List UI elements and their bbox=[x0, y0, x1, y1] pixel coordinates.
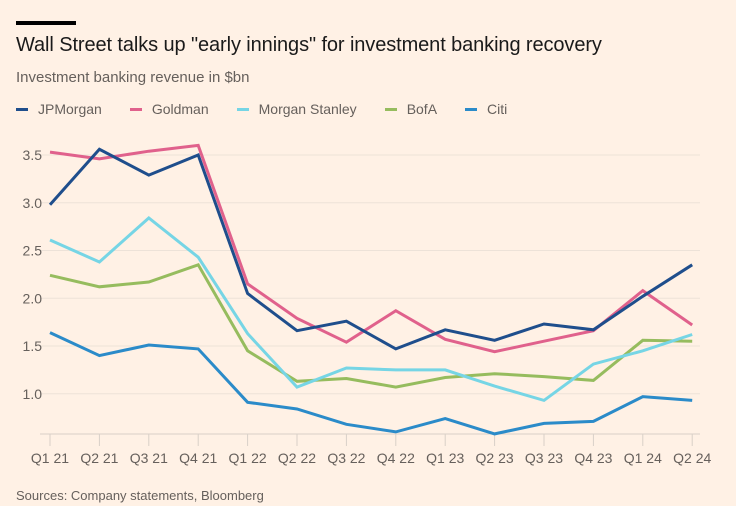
x-tick-label: Q1 24 bbox=[624, 450, 662, 466]
x-tick-label: Q4 21 bbox=[179, 450, 217, 466]
legend-swatch-morgan-stanley bbox=[236, 107, 249, 111]
x-tick-label: Q1 23 bbox=[426, 450, 464, 466]
y-tick-label: 3.0 bbox=[23, 195, 43, 211]
y-tick-label: 1.0 bbox=[23, 386, 43, 402]
x-tick-label: Q2 24 bbox=[673, 450, 711, 466]
series-line-jpmorgan bbox=[48, 147, 694, 351]
x-tick-label: Q3 21 bbox=[130, 450, 168, 466]
x-tick-label: Q2 22 bbox=[278, 450, 316, 466]
legend-label: Citi bbox=[487, 101, 508, 117]
series-line-citi bbox=[49, 331, 693, 436]
y-axis-ticks: 1.0 1.5 2.0 2.5 3.0 3.5 bbox=[23, 147, 43, 402]
x-tick-label: Q3 22 bbox=[327, 450, 365, 466]
legend-item-bofa: BofA bbox=[384, 101, 438, 117]
x-tick-label: Q4 22 bbox=[377, 450, 415, 466]
x-tick-label: Q3 23 bbox=[525, 450, 563, 466]
y-tick-label: 3.5 bbox=[23, 147, 43, 163]
legend-label: JPMorgan bbox=[38, 101, 102, 117]
series-lines bbox=[48, 143, 694, 436]
x-tick-label: Q2 21 bbox=[80, 450, 118, 466]
gridlines bbox=[40, 154, 700, 395]
y-tick-label: 2.0 bbox=[23, 290, 43, 306]
legend-label: BofA bbox=[406, 101, 438, 117]
x-axis: Q1 21 Q2 21 Q3 21 Q4 21 Q1 22 Q2 22 Q3 22 Q4 22… bbox=[31, 433, 711, 466]
legend: JPMorgan Goldman Morgan Stanley BofA Cit… bbox=[16, 101, 529, 117]
legend-swatch-jpmorgan bbox=[16, 107, 28, 111]
chart-subtitle: Investment banking revenue in $bn bbox=[16, 69, 250, 86]
header-accent-bar bbox=[16, 21, 76, 25]
legend-swatch-bofa bbox=[384, 107, 397, 111]
legend-item-goldman: Goldman bbox=[129, 101, 209, 117]
chart-title: Wall Street talks up "early innings" for… bbox=[16, 34, 602, 56]
legend-swatch-goldman bbox=[129, 107, 142, 111]
y-tick-label: 2.5 bbox=[23, 243, 43, 259]
x-tick-label: Q2 23 bbox=[476, 450, 514, 466]
legend-item-citi: Citi bbox=[465, 101, 507, 117]
series-line-morgan-stanley bbox=[49, 216, 693, 403]
legend-label: Morgan Stanley bbox=[258, 101, 357, 117]
x-tick-label: Q1 22 bbox=[229, 450, 267, 466]
x-tick-label: Q1 21 bbox=[31, 450, 69, 466]
source-note: Sources: Company statements, Bloomberg bbox=[16, 488, 264, 503]
series-line-goldman bbox=[49, 143, 694, 354]
y-tick-label: 1.5 bbox=[23, 338, 43, 354]
legend-item-morgan-stanley: Morgan Stanley bbox=[236, 101, 357, 117]
x-tick-label: Q4 23 bbox=[574, 450, 612, 466]
legend-swatch-citi bbox=[465, 107, 478, 111]
legend-item-jpmorgan: JPMorgan bbox=[16, 101, 102, 117]
series-line-bofa bbox=[49, 262, 693, 389]
legend-label: Goldman bbox=[151, 101, 209, 117]
